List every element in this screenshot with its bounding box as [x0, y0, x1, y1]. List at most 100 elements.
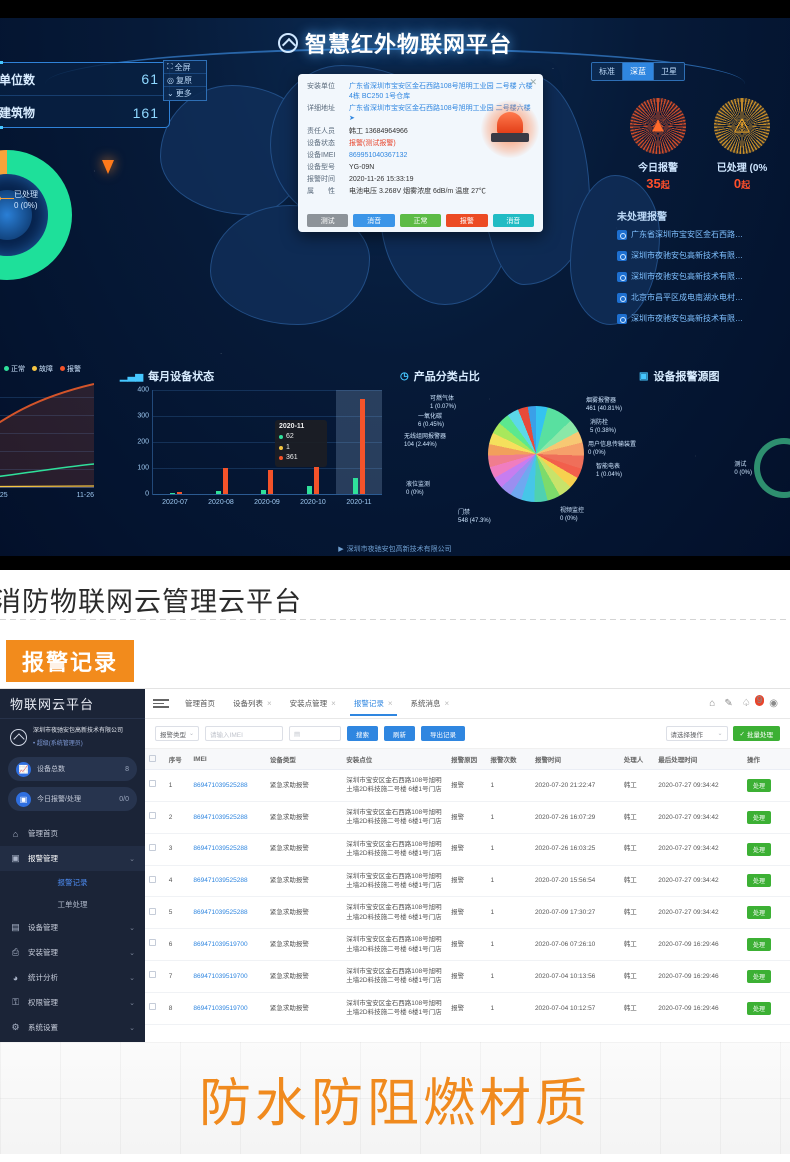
list-item[interactable]: 广东省深圳市宝安区金石西路…: [617, 229, 782, 240]
row-checkbox[interactable]: [145, 833, 165, 866]
tab-system-messages[interactable]: 系统消息 ×: [403, 692, 458, 715]
process-button[interactable]: 处理: [747, 969, 772, 983]
checkbox-icon[interactable]: [149, 1003, 156, 1011]
list-item[interactable]: 北京市昌平区成电南湖水电村…: [617, 292, 782, 303]
popup-value[interactable]: 869951040367132: [349, 151, 408, 159]
tab-alarm-records[interactable]: 报警记录 ×: [346, 692, 401, 716]
cell-action[interactable]: 处理: [743, 833, 790, 866]
search-button[interactable]: 搜索: [347, 726, 379, 741]
sidebar-item-permissions[interactable]: ⚿ 权限管理 ⌄: [0, 990, 145, 1015]
process-button[interactable]: 处理: [747, 874, 772, 888]
table-row[interactable]: 1 869471039525288 紧急求助报警 深圳市宝安区金石西路108号旭明土墙…: [145, 769, 790, 802]
cell-action[interactable]: 处理: [743, 992, 790, 1025]
process-button[interactable]: 处理: [747, 1001, 772, 1015]
popup-value[interactable]: 广东省深圳市宝安区金石西路108号旭明工业园 二号楼六楼 ➤: [349, 105, 531, 123]
batch-operation-select[interactable]: 请选择操作 ⌄: [665, 726, 728, 741]
bell-icon[interactable]: ♤ 9: [741, 695, 765, 709]
list-item[interactable]: 深圳市夜驰安包高新技术有限…: [617, 313, 782, 324]
map-control-reset[interactable]: ◎ 复原: [164, 74, 206, 87]
map-view-switch[interactable]: 标准 深蓝 卫星: [591, 62, 685, 81]
home-icon[interactable]: ⌂: [709, 698, 716, 709]
bar-group-2020-09[interactable]: [245, 390, 291, 494]
tab-device-list[interactable]: 设备列表 ×: [225, 692, 280, 715]
bar-group-2020-11[interactable]: [336, 390, 382, 494]
table-row[interactable]: 2 869471039525288 紧急求助报警 深圳市宝安区金石西路108号旭明土墙…: [145, 801, 790, 834]
menu-collapse-icon[interactable]: [153, 699, 169, 708]
kpi-device-total[interactable]: 📈 设备总数 8: [8, 757, 137, 782]
checkbox-icon[interactable]: [149, 875, 156, 883]
alarm-type-select[interactable]: 报警类型 ⌄: [155, 726, 200, 741]
table-row[interactable]: 6 869471039519700 紧急求助报警 深圳市宝安区金石西路108号旭明土墙…: [145, 928, 790, 962]
refresh-button[interactable]: 刷新: [384, 726, 416, 741]
sidebar-item-alarm-management[interactable]: ▣ 报警管理 ⌄: [0, 846, 145, 872]
map-controls[interactable]: ⛶ 全屏 ◎ 复原 ⌄ 更多: [163, 60, 207, 101]
sidebar-item-device-management[interactable]: ▤ 设备管理 ⌄: [0, 915, 145, 940]
popup-silence-button[interactable]: 消音: [492, 214, 535, 227]
cell-imei[interactable]: 869471039525288: [189, 833, 266, 866]
cell-action[interactable]: 处理: [743, 801, 790, 834]
pie-disc[interactable]: [488, 406, 584, 502]
checkbox-icon[interactable]: [149, 843, 156, 851]
row-checkbox[interactable]: [145, 992, 165, 1025]
close-icon[interactable]: ×: [444, 699, 450, 708]
cell-action[interactable]: 处理: [743, 896, 790, 930]
row-checkbox[interactable]: [145, 928, 165, 962]
cell-imei[interactable]: 869471039525288: [189, 801, 266, 834]
checkbox-icon[interactable]: [149, 939, 156, 947]
popup-mute-button[interactable]: 消音: [353, 214, 395, 227]
kpi-today-alarm[interactable]: ▣ 今日报警/处理 0/0: [8, 787, 137, 812]
list-item[interactable]: 深圳市夜驰安包高新技术有限…: [617, 271, 782, 282]
close-icon[interactable]: ×: [267, 699, 272, 708]
batch-process-button[interactable]: ✓ 批量处理: [732, 726, 780, 741]
map-control-more[interactable]: ⌄ 更多: [164, 87, 206, 100]
sidebar-subitem-work-orders[interactable]: 工单处理: [57, 899, 88, 909]
select-all-header[interactable]: [145, 749, 165, 770]
cell-action[interactable]: 处理: [743, 769, 790, 802]
cell-imei[interactable]: 869471039525288: [189, 865, 266, 898]
map-view-satellite[interactable]: 卫星: [654, 63, 684, 80]
table-row[interactable]: 8 869471039519700 紧急求助报警 深圳市宝安区金石西路108号旭明土墙…: [145, 992, 790, 1025]
bar-group-2020-08[interactable]: [199, 390, 245, 494]
row-checkbox[interactable]: [145, 865, 165, 898]
map-alarm-pin[interactable]: [102, 160, 114, 174]
process-button[interactable]: 处理: [747, 842, 772, 856]
checkbox-icon[interactable]: [149, 907, 156, 915]
process-button[interactable]: 处理: [747, 938, 772, 952]
close-icon[interactable]: ×: [331, 699, 336, 708]
map-control-fullscreen[interactable]: ⛶ 全屏: [164, 61, 206, 74]
sidebar-item-settings[interactable]: ⚙ 系统设置 ⌄: [0, 1015, 145, 1040]
edit-icon[interactable]: ✎: [724, 698, 733, 709]
process-button[interactable]: 处理: [747, 810, 772, 824]
popup-normal-button[interactable]: 正常: [399, 214, 442, 227]
device-detail-popup[interactable]: ✕ 安装单位 广东省深圳市宝安区金石西路108号旭明工业园 二号楼 六楼 4栋 …: [298, 74, 543, 232]
list-item[interactable]: 深圳市夜驰安包高新技术有限…: [617, 250, 782, 261]
cell-action[interactable]: 处理: [743, 960, 790, 993]
checkbox-icon[interactable]: [149, 754, 156, 762]
cell-imei[interactable]: 869471039519700: [189, 928, 266, 962]
sidebar-item-install-management[interactable]: ⎙ 安装管理 ⌄: [0, 940, 145, 965]
map-view-darkblue[interactable]: 深蓝: [623, 63, 654, 80]
checkbox-icon[interactable]: [149, 971, 156, 979]
cell-action[interactable]: 处理: [743, 865, 790, 898]
bar-group-2020-10[interactable]: [290, 390, 336, 494]
table-row[interactable]: 3 869471039525288 紧急求助报警 深圳市宝安区金石西路108号旭明土墙…: [145, 833, 790, 866]
user-icon[interactable]: ◉: [769, 698, 778, 709]
row-checkbox[interactable]: [145, 896, 165, 930]
alarm-source-chart[interactable]: 测试 0 (0%): [724, 438, 790, 498]
row-checkbox[interactable]: [145, 769, 165, 802]
imei-search-input[interactable]: 请输入IMEI: [205, 726, 284, 741]
cell-imei[interactable]: 869471039525288: [189, 769, 266, 802]
bar-group-2020-07[interactable]: [153, 390, 199, 494]
checkbox-icon[interactable]: [149, 780, 156, 788]
cell-action[interactable]: 处理: [743, 928, 790, 962]
close-icon[interactable]: ✕: [529, 77, 537, 87]
popup-test-button[interactable]: 测试: [306, 214, 349, 227]
process-button[interactable]: 处理: [747, 906, 772, 920]
date-range-input[interactable]: ▤: [289, 726, 342, 741]
popup-value[interactable]: 广东省深圳市宝安区金石西路108号旭明工业园 二号楼 六楼 4栋 BC250 1…: [349, 83, 533, 101]
table-row[interactable]: 7 869471039519700 紧急求助报警 深圳市宝安区金石西路108号旭明土墙…: [145, 960, 790, 993]
process-button[interactable]: 处理: [747, 778, 772, 792]
map-view-standard[interactable]: 标准: [592, 63, 623, 80]
popup-alarm-button[interactable]: 报警: [446, 214, 488, 227]
table-row[interactable]: 5 869471039525288 紧急求助报警 深圳市宝安区金石西路108号旭明土墙…: [145, 896, 790, 930]
